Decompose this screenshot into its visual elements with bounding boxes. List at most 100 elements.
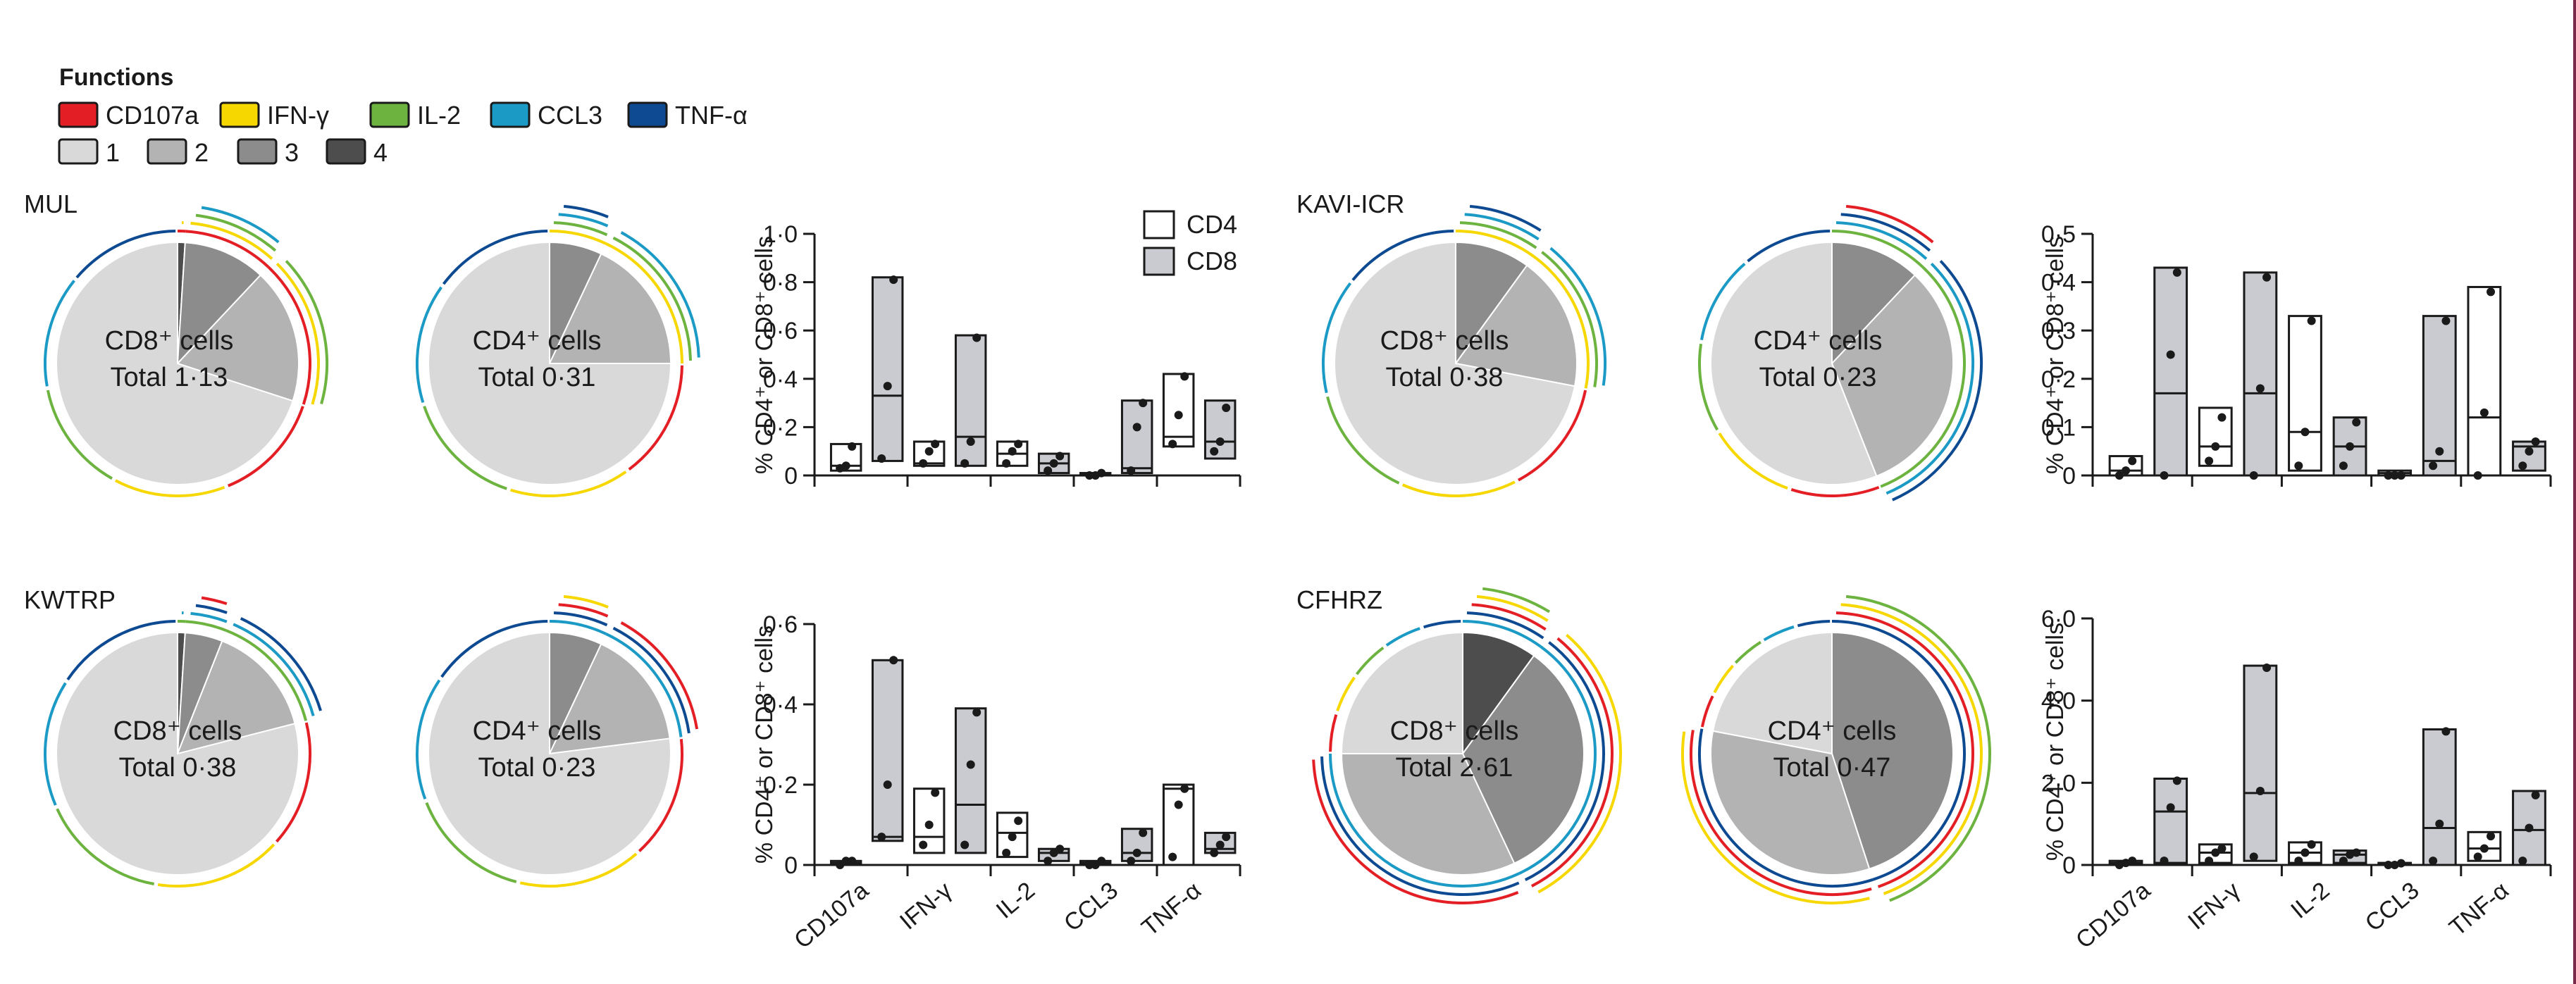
- y-tick-label: 6·0: [2041, 606, 2076, 633]
- pie-arc-ccl3: [233, 623, 315, 716]
- y-tick-label: 1·0: [763, 221, 798, 248]
- pie-cfhrz-cd8-label: CD8⁺ cells: [1390, 716, 1519, 746]
- pie-arc-tnf: [612, 626, 691, 734]
- data-point-cd4-ccl3: [1097, 468, 1106, 478]
- data-point-cd8-il-2: [1044, 857, 1053, 866]
- pie-mul-cd8-label: CD8⁺ cells: [105, 326, 234, 356]
- x-tick-label-ccl3: CCL3: [2360, 877, 2425, 937]
- legend-swatch-count-3: [237, 138, 278, 165]
- legend-title: Functions: [59, 64, 173, 91]
- pie-arc-il-2: [195, 213, 277, 252]
- y-tick-label: 0: [784, 852, 798, 879]
- pie-slice-2-function: [548, 643, 671, 755]
- pie-slice-3-function: [1455, 241, 1528, 366]
- pie-arc-tnf: [440, 620, 548, 678]
- pie-arc-ifn: [1455, 230, 1535, 258]
- data-point-cd8-ccl3: [1139, 828, 1148, 837]
- pie-arc-tnf: [1698, 728, 1874, 888]
- y-tick-label: 0·2: [763, 772, 798, 799]
- pie-arc-ccl3: [1518, 645, 1597, 875]
- data-point-cd4-il-2: [2294, 461, 2303, 471]
- pie-arc-cd107a: [638, 739, 683, 852]
- data-point-cd8-ccl3: [2441, 316, 2451, 325]
- pie-kwtrp-cd8-label: CD8⁺ cells: [113, 716, 242, 746]
- data-point-cd8-tnf: [1210, 447, 1219, 456]
- data-point-cd8-tnf: [1215, 840, 1225, 849]
- data-point-cd8-il-2: [1044, 466, 1053, 475]
- data-point-cd8-il-2: [2339, 857, 2348, 866]
- range-bar-cd4-il-2: [2288, 315, 2322, 472]
- data-point-cd8-il-2: [1049, 459, 1058, 468]
- pie-slice-2-function: [1710, 730, 1871, 876]
- pie-arc-tnf: [1747, 230, 1831, 263]
- pie-arc-ifn: [1713, 664, 1734, 694]
- pie-arc-il-2: [56, 808, 155, 885]
- y-axis-label-cfhrz: % CD4⁺ or CD8⁺ cells: [2042, 623, 2069, 861]
- page-right-border: [2573, 0, 2576, 984]
- pie-arc-il-2: [612, 236, 692, 361]
- legend-swatch-ccl3: [490, 101, 531, 128]
- y-tick-label: 0·5: [2041, 221, 2076, 248]
- data-point-cd8-ccl3: [2429, 857, 2438, 866]
- range-bar-cd8-cd107a: [2153, 266, 2188, 477]
- pie-kavi-cd4-label: CD4⁺ cells: [1754, 326, 1883, 356]
- data-point-cd4-tnf: [1174, 800, 1183, 809]
- y-tick-label: 0·4: [763, 366, 798, 393]
- pie-arc-il-2: [1845, 594, 1991, 902]
- pie-arc-il-2: [423, 406, 507, 490]
- box-legend-cd8-label: CD8: [1187, 247, 1237, 275]
- data-point-cd4-ifn: [2217, 413, 2227, 422]
- pie-arc-ccl3: [558, 213, 609, 228]
- x-tick-label-il-2: IL-2: [991, 877, 1040, 924]
- y-tick-label: 0·2: [2041, 366, 2076, 393]
- data-point-cd8-cd107a: [889, 275, 898, 285]
- pie-arc-cd107a: [1471, 603, 1547, 631]
- pie-arc-il-2: [1541, 251, 1599, 387]
- pie-arc-il-2: [1734, 640, 1761, 664]
- data-point-cd8-il-2: [2346, 442, 2355, 451]
- data-point-cd8-ifn: [2262, 273, 2272, 282]
- pie-arc-il-2: [46, 390, 113, 480]
- panel-title-kwtrp: KWTRP: [24, 585, 116, 614]
- data-point-cd4-ccl3: [2384, 861, 2393, 869]
- data-point-cd4-tnf: [1180, 784, 1189, 793]
- data-point-cd8-cd107a: [2166, 350, 2175, 359]
- x-tick-label-tnf: TNF-α: [2444, 877, 2514, 942]
- pie-mul-cd4-label: CD4⁺ cells: [473, 326, 602, 356]
- pie-panel-kavi-icr: KAVI-ICR CD8⁺ cells Total 0·38 CD4⁺ cell…: [1296, 189, 1983, 502]
- x-tick-label-ccl3: CCL3: [1059, 877, 1123, 937]
- pie-slice-2-function: [548, 253, 672, 364]
- pie-arc-cd107a: [185, 230, 270, 268]
- pie-arc-ifn: [1718, 432, 1788, 490]
- data-point-cd8-cd107a: [2172, 776, 2181, 785]
- pie-arc-tnf: [1524, 641, 1605, 882]
- data-point-cd8-ifn: [960, 840, 970, 849]
- data-point-cd8-il-2: [2352, 418, 2361, 427]
- range-bar-cd8-ifn: [954, 707, 987, 854]
- pie-arc-cd107a: [1790, 485, 1880, 497]
- pie-arc-tnf: [442, 230, 548, 285]
- data-point-cd4-cd107a: [2128, 456, 2137, 466]
- pie-slice-3-function: [1461, 654, 1585, 864]
- pie-arc-ccl3: [201, 206, 280, 244]
- box-legend-cd4-swatch: [1143, 210, 1175, 239]
- data-point-cd4-tnf: [2473, 471, 2482, 480]
- data-point-cd8-ccl3: [1139, 399, 1148, 408]
- pie-arc-tnf: [1840, 213, 1931, 252]
- data-point-cd4-il-2: [2294, 857, 2303, 866]
- pie-arc-ccl3: [605, 633, 683, 737]
- pie-slice-1-function: [428, 241, 672, 485]
- pie-arc-tnf: [1469, 204, 1542, 232]
- pie-arc-ifn: [510, 471, 627, 497]
- data-point-cd4-ccl3: [2390, 471, 2399, 480]
- range-bar-cd4-tnf: [1162, 783, 1195, 866]
- legend-label-tnf: TNF-α: [675, 101, 748, 130]
- pie-arc-ifn: [1681, 731, 1870, 904]
- pie-arc-tnf: [553, 611, 608, 627]
- data-point-cd4-ccl3: [1097, 857, 1106, 866]
- range-bar-cd8-cd107a: [2153, 778, 2188, 864]
- data-point-cd4-il-2: [1002, 848, 1011, 857]
- pie-panel-mul: MUL CD8⁺ cells Total 1·13 CD4⁺ cells Tot…: [24, 189, 700, 497]
- pie-cfhrz-cd8: CD8⁺ cells Total 2·61: [1312, 587, 1622, 904]
- pie-arc-il-2: [1831, 230, 1924, 268]
